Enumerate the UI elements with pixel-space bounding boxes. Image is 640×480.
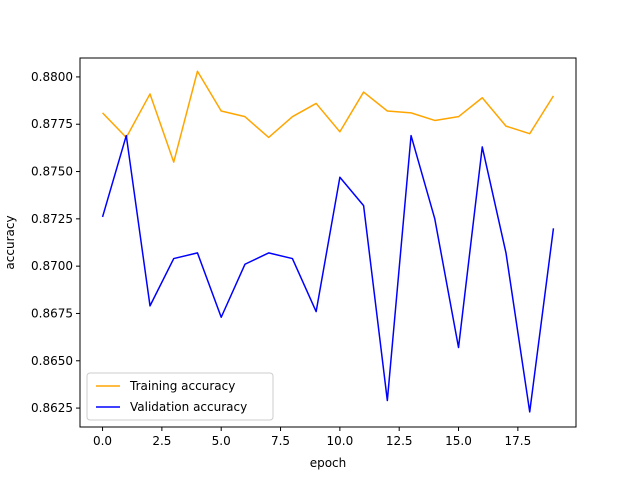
series-line-training <box>102 70 555 163</box>
legend: Training accuracy Validation accuracy <box>86 372 274 421</box>
x-tick-label: 17.5 <box>504 434 531 448</box>
y-tick-label: 0.8675 <box>31 306 73 320</box>
y-tick-label: 0.8700 <box>31 259 73 273</box>
x-tick-label: 0.0 <box>93 434 112 448</box>
y-tick-label: 0.8800 <box>31 70 73 84</box>
y-tick-label: 0.8650 <box>31 354 73 368</box>
y-tick-label: 0.8775 <box>31 117 73 131</box>
y-tick-label: 0.8750 <box>31 165 73 179</box>
x-tick-label: 2.5 <box>152 434 171 448</box>
y-tick-label: 0.8725 <box>31 212 73 226</box>
x-tick-label: 10.0 <box>327 434 354 448</box>
x-axis-label: epoch <box>310 456 347 470</box>
legend-label-validation: Validation accuracy <box>130 400 247 414</box>
legend-label-training: Training accuracy <box>129 379 235 393</box>
x-tick-label: 5.0 <box>212 434 231 448</box>
x-tick-label: 7.5 <box>271 434 290 448</box>
legend-box <box>86 372 274 421</box>
plot-frame <box>79 57 577 428</box>
series-line-validation <box>101 134 555 413</box>
y-tick-label: 0.8625 <box>31 401 73 415</box>
y-axis-label: accuracy <box>3 215 17 269</box>
x-axis-ticks: 0.0 2.5 5.0 7.5 10.0 12.5 15.0 17.5 <box>93 427 531 448</box>
series-layer <box>101 70 555 413</box>
x-tick-label: 15.0 <box>445 434 472 448</box>
x-tick-label: 12.5 <box>386 434 413 448</box>
y-axis-ticks: 0.8625 0.8650 0.8675 0.8700 0.8725 0.8750 0.87… <box>31 70 80 415</box>
